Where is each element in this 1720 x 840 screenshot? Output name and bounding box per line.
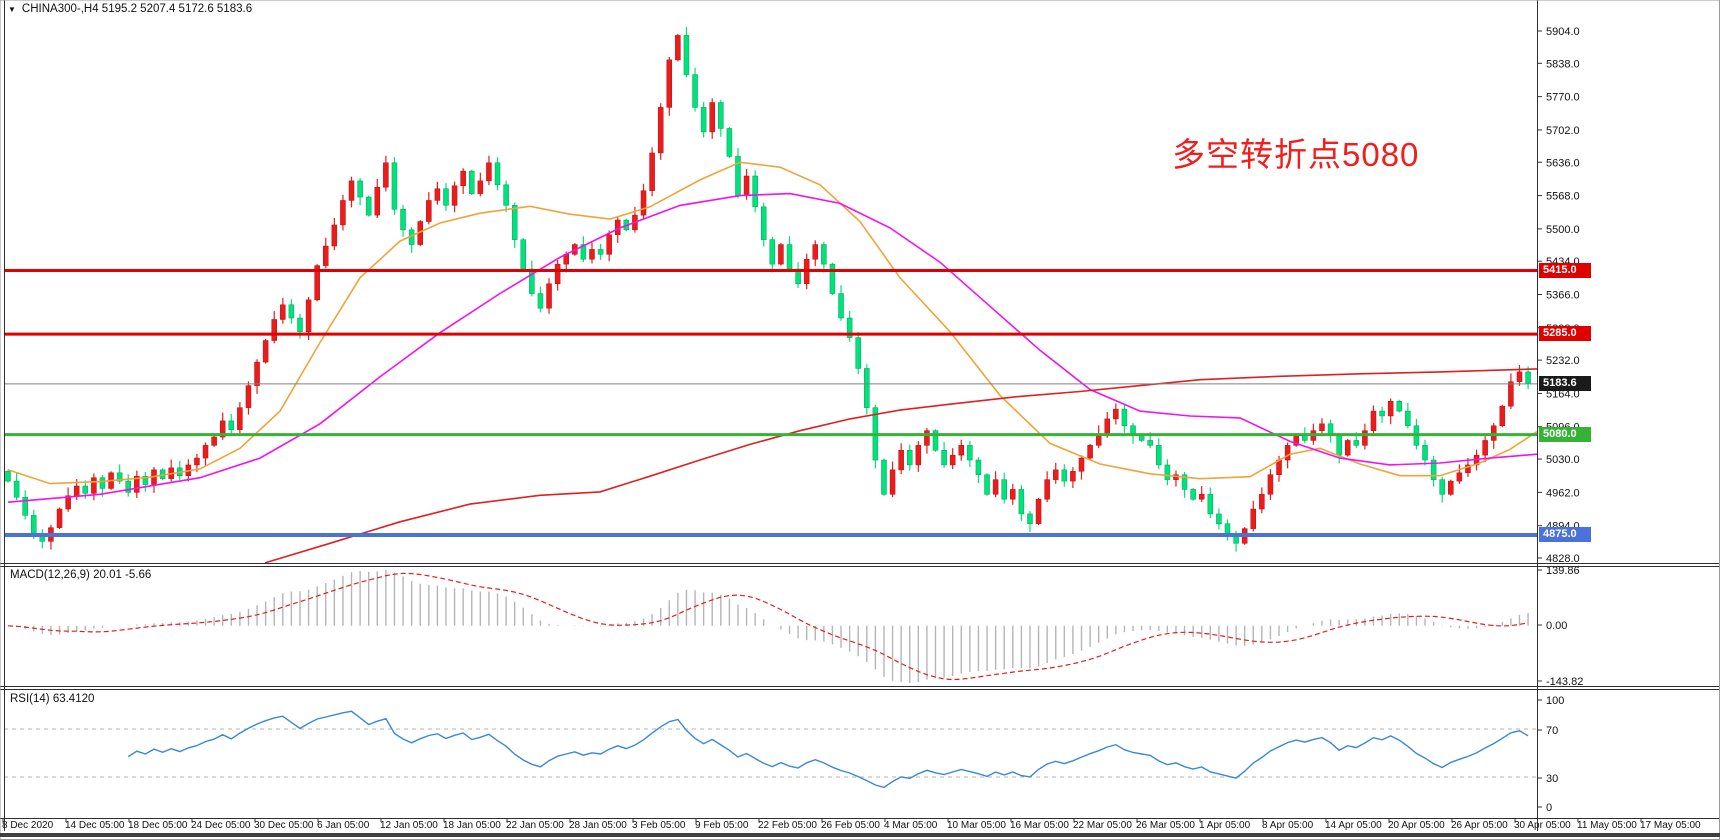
current-price-tag: 5183.6 — [1539, 375, 1591, 391]
svg-text:5904.0: 5904.0 — [1546, 26, 1580, 38]
ma-mid-magenta-line — [7, 192, 1538, 503]
level-lines — [4, 269, 1537, 537]
svg-text:24 Dec 05:00: 24 Dec 05:00 — [191, 820, 251, 831]
ma-slow-red-line — [264, 368, 1538, 564]
svg-text:18 Dec 05:00: 18 Dec 05:00 — [128, 820, 188, 831]
svg-text:30 Apr 05:00: 30 Apr 05:00 — [1514, 820, 1571, 831]
svg-text:16 Mar 05:00: 16 Mar 05:00 — [1010, 820, 1069, 831]
svg-text:139.86: 139.86 — [1546, 565, 1580, 577]
svg-text:8 Apr 05:00: 8 Apr 05:00 — [1262, 820, 1314, 831]
ma-fast-orange-line — [7, 161, 1538, 485]
rsi-label: RSI(14) 63.4120 — [10, 693, 95, 705]
svg-text:1 Apr 05:00: 1 Apr 05:00 — [1199, 820, 1251, 831]
svg-text:5500.0: 5500.0 — [1546, 224, 1580, 236]
svg-text:3 Feb 05:00: 3 Feb 05:00 — [632, 820, 686, 831]
svg-text:9 Feb 05:00: 9 Feb 05:00 — [695, 820, 749, 831]
svg-text:5838.0: 5838.0 — [1546, 58, 1580, 70]
symbol-ohlc-text: CHINA300-,H4 5195.2 5207.4 5172.6 5183.6 — [21, 3, 253, 15]
annotation-text: 多空转折点5080 — [1172, 136, 1420, 173]
svg-text:-143.82: -143.82 — [1546, 676, 1583, 688]
svg-text:4828.0: 4828.0 — [1546, 553, 1580, 565]
price-tag-5415: 5415.0 — [1539, 262, 1591, 278]
svg-text:5164.0: 5164.0 — [1546, 388, 1580, 400]
svg-text:10 Mar 05:00: 10 Mar 05:00 — [947, 820, 1006, 831]
svg-text:0.00: 0.00 — [1546, 620, 1567, 632]
svg-text:30: 30 — [1546, 773, 1558, 785]
svg-text:14 Apr 05:00: 14 Apr 05:00 — [1325, 820, 1382, 831]
svg-text:26 Mar 05:00: 26 Mar 05:00 — [1136, 820, 1195, 831]
svg-text:100: 100 — [1546, 695, 1564, 707]
svg-text:6 Jan 05:00: 6 Jan 05:00 — [317, 820, 370, 831]
svg-text:5568.0: 5568.0 — [1546, 191, 1580, 203]
rsi-panel-content — [4, 710, 1537, 789]
svg-text:70: 70 — [1546, 725, 1558, 737]
svg-text:5770.0: 5770.0 — [1546, 92, 1580, 104]
macd-label: MACD(12,26,9) 20.01 -5.66 — [10, 569, 152, 581]
candlesticks — [5, 27, 1531, 552]
collapse-arrow-icon[interactable]: ▼ — [8, 4, 16, 14]
svg-text:14 Dec 05:00: 14 Dec 05:00 — [65, 820, 125, 831]
svg-text:26 Feb 05:00: 26 Feb 05:00 — [821, 820, 880, 831]
macd-signal-line — [7, 572, 1529, 681]
svg-text:18 Jan 05:00: 18 Jan 05:00 — [443, 820, 501, 831]
svg-text:12 Jan 05:00: 12 Jan 05:00 — [380, 820, 438, 831]
svg-text:5232.0: 5232.0 — [1546, 355, 1580, 367]
svg-text:5702.0: 5702.0 — [1546, 125, 1580, 137]
rsi-axis: 100 70 30 0 — [1537, 695, 1564, 814]
rsi-line — [127, 710, 1529, 789]
price-tag-5285: 5285.0 — [1539, 326, 1591, 342]
price-tag-4875: 4875.0 — [1539, 526, 1591, 542]
svg-text:5030.0: 5030.0 — [1546, 454, 1580, 466]
macd-histogram — [15, 570, 1529, 683]
svg-text:20 Apr 05:00: 20 Apr 05:00 — [1388, 820, 1445, 831]
svg-text:28 Jan 05:00: 28 Jan 05:00 — [569, 820, 627, 831]
svg-text:8 Dec 2020: 8 Dec 2020 — [2, 820, 54, 831]
date-axis: 8 Dec 2020 14 Dec 05:00 18 Dec 05:00 24 Dec… — [2, 818, 1701, 831]
bottom-scrollbar[interactable] — [0, 833, 1720, 837]
svg-text:22 Jan 05:00: 22 Jan 05:00 — [506, 820, 564, 831]
svg-text:5366.0: 5366.0 — [1546, 290, 1580, 302]
price-axis: 5904.0 5838.0 5770.0 5702.0 5636.0 5568.0 5500… — [1537, 26, 1580, 565]
macd-axis: 139.86 0.00 -143.82 — [1537, 565, 1583, 688]
svg-text:26 Apr 05:00: 26 Apr 05:00 — [1451, 820, 1508, 831]
svg-text:22 Feb 05:00: 22 Feb 05:00 — [758, 820, 817, 831]
svg-text:22 Mar 05:00: 22 Mar 05:00 — [1073, 820, 1132, 831]
svg-text:0: 0 — [1546, 802, 1552, 814]
svg-text:30 Dec 05:00: 30 Dec 05:00 — [254, 820, 314, 831]
symbol-ohlc-bar: ▼ CHINA300-,H4 5195.2 5207.4 5172.6 5183… — [8, 3, 252, 15]
svg-text:4962.0: 4962.0 — [1546, 487, 1580, 499]
svg-text:11 May 05:00: 11 May 05:00 — [1577, 820, 1637, 831]
svg-text:4 Mar 05:00: 4 Mar 05:00 — [884, 820, 938, 831]
price-tag-5080: 5080.0 — [1539, 426, 1591, 442]
svg-text:17 May 05:00: 17 May 05:00 — [1640, 820, 1701, 831]
svg-text:5636.0: 5636.0 — [1546, 157, 1580, 169]
